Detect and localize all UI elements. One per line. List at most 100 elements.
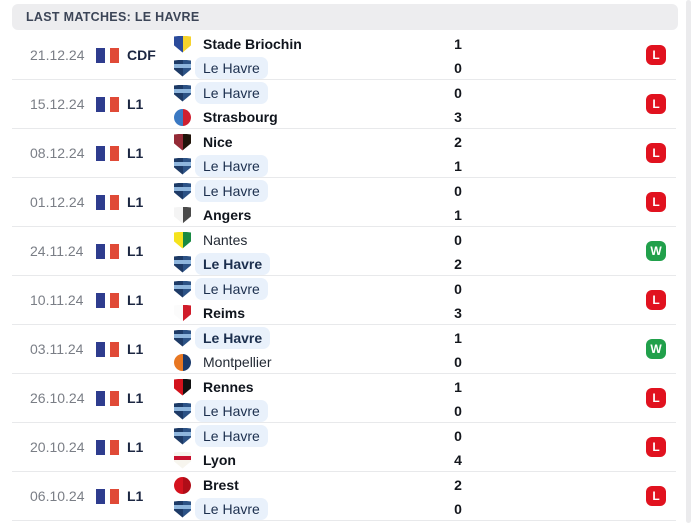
france-flag-icon bbox=[96, 293, 119, 308]
match-row[interactable]: 08.12.24 L1 Nice Le Havre 2 1 L bbox=[12, 129, 676, 178]
team-logo-icon bbox=[174, 157, 191, 175]
match-row[interactable]: 15.12.24 L1 Le Havre Strasbourg 0 3 L bbox=[12, 80, 676, 129]
result-badge: L bbox=[646, 437, 666, 457]
team-name: Le Havre bbox=[195, 57, 268, 79]
match-date: 26.10.24 bbox=[30, 390, 85, 406]
logo-left-half bbox=[174, 255, 183, 273]
match-date: 21.12.24 bbox=[30, 47, 85, 63]
team-line-home: Rennes bbox=[174, 375, 434, 399]
team-name: Le Havre bbox=[195, 400, 268, 422]
logo-left-half bbox=[174, 108, 183, 126]
panel-title: LAST MATCHES: LE HAVRE bbox=[12, 4, 678, 30]
team-name: Angers bbox=[203, 207, 252, 223]
logo-band bbox=[174, 309, 191, 313]
logo-left-half bbox=[174, 206, 183, 224]
team-logo-icon bbox=[174, 59, 191, 77]
score-away: 1 bbox=[454, 158, 462, 174]
competition-label: L1 bbox=[127, 488, 144, 504]
scrollbar[interactable] bbox=[686, 0, 691, 523]
logo-left-half bbox=[174, 157, 183, 175]
logo-left-half bbox=[174, 451, 183, 469]
flag-white-stripe bbox=[105, 195, 110, 210]
flag-red-stripe bbox=[110, 489, 119, 504]
team-name: Rennes bbox=[203, 379, 254, 395]
team-line-away: Angers bbox=[174, 203, 434, 227]
score-away: 1 bbox=[454, 207, 462, 223]
flag-red-stripe bbox=[110, 97, 119, 112]
team-line-away: Le Havre bbox=[174, 252, 434, 276]
score-home: 0 bbox=[454, 232, 462, 248]
logo-right-half bbox=[182, 280, 191, 298]
score-home: 0 bbox=[454, 85, 462, 101]
score-away: 0 bbox=[454, 354, 462, 370]
logo-right-half bbox=[182, 35, 191, 53]
team-line-home: Le Havre bbox=[174, 179, 434, 203]
logo-right-half bbox=[182, 84, 191, 102]
match-row[interactable]: 01.12.24 L1 Le Havre Angers 0 1 L bbox=[12, 178, 676, 227]
match-date: 08.12.24 bbox=[30, 145, 85, 161]
competition-label: L1 bbox=[127, 341, 144, 357]
match-row[interactable]: 20.10.24 L1 Le Havre Lyon 0 4 L bbox=[12, 423, 676, 472]
flag-white-stripe bbox=[105, 293, 110, 308]
score-away: 3 bbox=[454, 109, 462, 125]
logo-left-half bbox=[174, 353, 183, 371]
flag-red-stripe bbox=[110, 342, 119, 357]
logo-band bbox=[174, 383, 191, 387]
match-date: 10.11.24 bbox=[30, 292, 84, 308]
logo-left-half bbox=[174, 84, 183, 102]
logo-right-half bbox=[182, 133, 191, 151]
logo-band bbox=[174, 211, 191, 215]
team-name: Strasbourg bbox=[203, 109, 278, 125]
competition-label: L1 bbox=[127, 292, 144, 308]
france-flag-icon bbox=[96, 244, 119, 259]
result-badge: L bbox=[646, 290, 666, 310]
competition-label: CDF bbox=[127, 47, 156, 63]
flag-white-stripe bbox=[105, 391, 110, 406]
match-row[interactable]: 24.11.24 L1 Nantes Le Havre 0 2 W bbox=[12, 227, 676, 276]
logo-left-half bbox=[174, 476, 183, 494]
score-away: 3 bbox=[454, 305, 462, 321]
team-logo-icon bbox=[174, 500, 191, 518]
logo-right-half bbox=[182, 353, 191, 371]
team-logo-icon bbox=[174, 353, 191, 371]
france-flag-icon bbox=[96, 195, 119, 210]
logo-left-half bbox=[174, 59, 183, 77]
flag-red-stripe bbox=[110, 244, 119, 259]
match-date: 15.12.24 bbox=[30, 96, 85, 112]
logo-left-half bbox=[174, 500, 183, 518]
match-row[interactable]: 06.10.24 L1 Brest Le Havre 2 0 L bbox=[12, 472, 676, 521]
match-row[interactable]: 10.11.24 L1 Le Havre Reims 0 3 L bbox=[12, 276, 676, 325]
flag-white-stripe bbox=[105, 244, 110, 259]
logo-left-half bbox=[174, 304, 183, 322]
team-name: Le Havre bbox=[195, 253, 271, 275]
flag-white-stripe bbox=[105, 146, 110, 161]
match-row[interactable]: 21.12.24 CDF Stade Briochin Le Havre 1 0… bbox=[12, 31, 676, 80]
logo-band bbox=[174, 138, 191, 142]
match-row[interactable]: 03.11.24 L1 Le Havre Montpellier 1 0 W bbox=[12, 325, 676, 374]
france-flag-icon bbox=[96, 391, 119, 406]
team-line-away: Lyon bbox=[174, 448, 434, 472]
result-badge: L bbox=[646, 94, 666, 114]
france-flag-icon bbox=[96, 489, 119, 504]
match-row[interactable]: 26.10.24 L1 Rennes Le Havre 1 0 L bbox=[12, 374, 676, 423]
team-logo-icon bbox=[174, 476, 191, 494]
score-away: 2 bbox=[454, 256, 462, 272]
flag-blue-stripe bbox=[96, 244, 105, 259]
flag-blue-stripe bbox=[96, 342, 105, 357]
team-logo-icon bbox=[174, 402, 191, 420]
score-away: 0 bbox=[454, 403, 462, 419]
logo-left-half bbox=[174, 329, 183, 347]
logo-band bbox=[174, 455, 191, 460]
competition-label: L1 bbox=[127, 243, 144, 259]
team-logo-icon bbox=[174, 304, 191, 322]
score-home: 0 bbox=[454, 281, 462, 297]
team-line-away: Le Havre bbox=[174, 399, 434, 423]
team-line-away: Reims bbox=[174, 301, 434, 325]
france-flag-icon bbox=[96, 97, 119, 112]
flag-blue-stripe bbox=[96, 391, 105, 406]
france-flag-icon bbox=[96, 440, 119, 455]
team-line-home: Brest bbox=[174, 473, 434, 497]
team-logo-icon bbox=[174, 206, 191, 224]
logo-band bbox=[174, 406, 191, 411]
team-line-home: Le Havre bbox=[174, 326, 434, 350]
